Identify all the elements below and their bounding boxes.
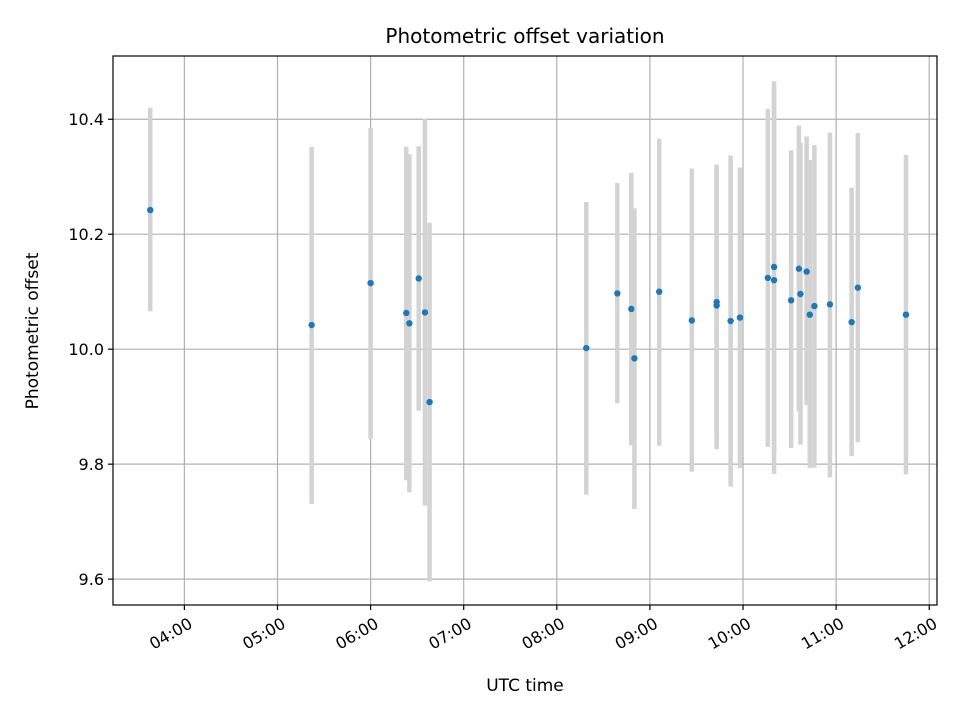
data-point [902, 311, 910, 318]
data-point [614, 290, 621, 297]
data-point [406, 320, 413, 327]
data-point [421, 309, 429, 316]
data-point [795, 265, 803, 272]
data-point [727, 317, 734, 325]
data-point [770, 276, 778, 284]
data-point [854, 284, 862, 291]
data-point [806, 311, 813, 318]
data-point [631, 355, 638, 362]
data-point [308, 321, 315, 329]
data-point [367, 279, 374, 287]
y-tick-label: 9.6 [79, 570, 104, 589]
y-tick-label: 10.2 [68, 225, 104, 244]
data-point [656, 288, 663, 295]
data-point [803, 268, 810, 275]
point-layer [147, 206, 910, 406]
data-point [583, 344, 590, 352]
y-tick-label: 10.0 [68, 340, 104, 359]
y-axis: 9.6 9.8 10.0 10.2 10.4 [68, 110, 113, 589]
data-point [147, 206, 154, 214]
data-point [770, 263, 778, 271]
data-point [787, 297, 795, 304]
data-point [764, 274, 772, 282]
x-axis-title: UTC time [486, 676, 564, 696]
y-tick-label: 9.8 [79, 455, 104, 474]
data-point [811, 302, 818, 310]
data-point [403, 309, 410, 317]
data-point [415, 275, 422, 282]
data-point [848, 318, 855, 326]
data-point [426, 398, 433, 406]
data-point [797, 290, 804, 298]
data-point [628, 305, 635, 313]
data-point [736, 314, 744, 321]
data-point [826, 301, 834, 308]
data-point [688, 317, 696, 324]
y-tick-label: 10.4 [68, 110, 104, 129]
plot-frame [112, 55, 938, 606]
y-axis-title: Photometric offset [23, 252, 43, 409]
data-point [713, 302, 720, 309]
chart-title: Photometric offset variation [385, 24, 664, 48]
